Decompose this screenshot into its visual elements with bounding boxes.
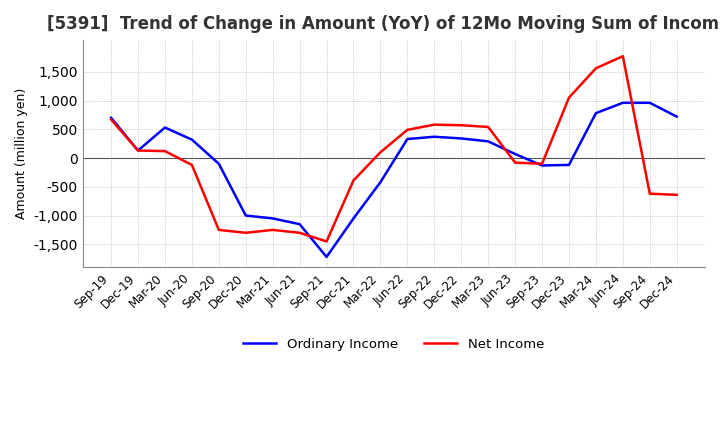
Y-axis label: Amount (million yen): Amount (million yen): [15, 88, 28, 219]
Line: Net Income: Net Income: [111, 56, 677, 242]
Net Income: [403, 127, 412, 132]
Net Income: [484, 125, 492, 130]
Net Income: [241, 230, 250, 235]
Ordinary Income: [269, 216, 277, 221]
Line: Ordinary Income: Ordinary Income: [111, 103, 677, 257]
Ordinary Income: [484, 139, 492, 144]
Net Income: [376, 150, 384, 155]
Net Income: [457, 123, 466, 128]
Title: [5391]  Trend of Change in Amount (YoY) of 12Mo Moving Sum of Incomes: [5391] Trend of Change in Amount (YoY) o…: [48, 15, 720, 33]
Net Income: [188, 162, 197, 168]
Ordinary Income: [510, 151, 519, 157]
Net Income: [161, 148, 169, 154]
Net Income: [349, 178, 358, 183]
Net Income: [618, 54, 627, 59]
Net Income: [510, 160, 519, 165]
Ordinary Income: [134, 148, 143, 153]
Ordinary Income: [107, 115, 115, 121]
Ordinary Income: [376, 180, 384, 185]
Net Income: [107, 117, 115, 122]
Ordinary Income: [430, 134, 438, 139]
Ordinary Income: [323, 254, 331, 260]
Ordinary Income: [538, 163, 546, 168]
Ordinary Income: [241, 213, 250, 218]
Net Income: [323, 239, 331, 244]
Ordinary Income: [161, 125, 169, 130]
Net Income: [538, 161, 546, 166]
Ordinary Income: [403, 136, 412, 142]
Net Income: [215, 227, 223, 233]
Ordinary Income: [672, 114, 681, 119]
Ordinary Income: [457, 136, 466, 141]
Ordinary Income: [592, 110, 600, 116]
Net Income: [672, 192, 681, 198]
Net Income: [592, 66, 600, 71]
Ordinary Income: [645, 100, 654, 106]
Net Income: [430, 122, 438, 127]
Net Income: [295, 230, 304, 235]
Net Income: [564, 95, 573, 100]
Net Income: [269, 227, 277, 233]
Net Income: [645, 191, 654, 196]
Ordinary Income: [564, 162, 573, 168]
Net Income: [134, 148, 143, 153]
Ordinary Income: [215, 161, 223, 166]
Ordinary Income: [295, 221, 304, 227]
Ordinary Income: [349, 216, 358, 221]
Ordinary Income: [188, 137, 197, 142]
Ordinary Income: [618, 100, 627, 106]
Legend: Ordinary Income, Net Income: Ordinary Income, Net Income: [238, 333, 549, 356]
